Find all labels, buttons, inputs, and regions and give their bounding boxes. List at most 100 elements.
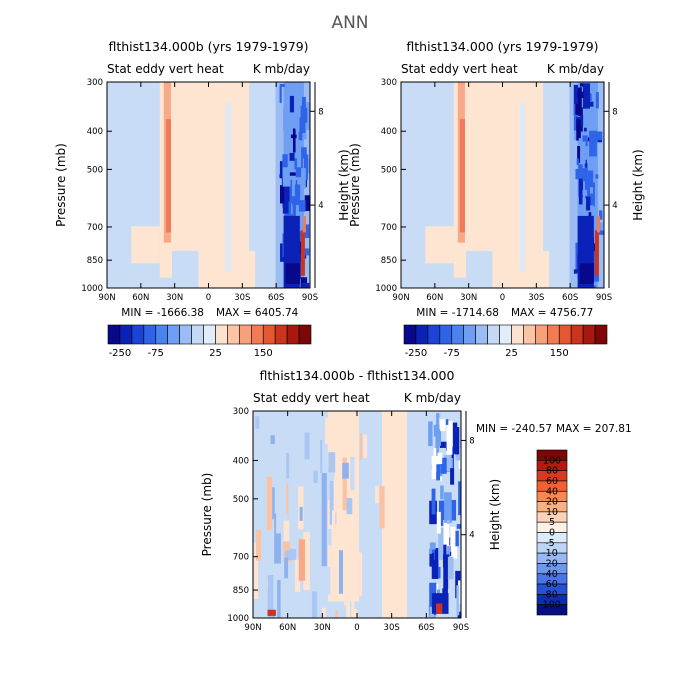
field-southern-cell <box>578 287 584 288</box>
x-tick-label: 60S <box>562 293 578 303</box>
field-southern-cell <box>429 606 434 618</box>
field-southern-cell <box>454 426 460 455</box>
colorbar-swatch <box>536 604 568 616</box>
chart-left-string: Stat eddy vert heat <box>253 391 370 405</box>
field-southern-cell <box>447 556 454 580</box>
field-southern-cell <box>304 195 310 211</box>
field-cell <box>286 483 289 541</box>
field-cell <box>352 609 358 618</box>
field-cell <box>267 609 276 616</box>
colorbar-swatch <box>167 324 180 345</box>
colorbar-swatch <box>499 324 512 345</box>
field-southern-cell <box>440 457 447 474</box>
field-positive-region <box>381 411 407 618</box>
x-tick-label: 60N <box>279 623 296 633</box>
y-tick-label: 500 <box>233 495 249 505</box>
colorbar-swatch <box>262 324 276 345</box>
field-southern-cell <box>428 548 432 554</box>
field-southern-cell <box>279 185 285 204</box>
field-southern-cell <box>576 158 579 166</box>
colorbar-swatch <box>546 324 560 345</box>
field-southern-cell <box>443 455 452 472</box>
field-southern-cell <box>445 419 449 425</box>
field-southern-cell <box>289 172 296 176</box>
colorbar-swatch <box>582 324 596 345</box>
field-cell <box>313 470 318 483</box>
field-cell <box>304 432 310 460</box>
field-cell <box>342 462 349 479</box>
field-cell <box>285 550 292 561</box>
field-strong-positive <box>165 119 171 233</box>
y-tick-label: 400 <box>381 127 397 137</box>
field-southern-cell <box>577 91 584 99</box>
field-cell <box>289 549 297 561</box>
y-tick-label: 850 <box>381 256 397 266</box>
field-southern-cell <box>578 168 587 182</box>
field-southern-cell <box>587 170 594 193</box>
field-southern-cell <box>438 527 444 560</box>
field-southern-cell <box>580 141 586 164</box>
field-cell <box>325 417 331 445</box>
field-southern-cell <box>436 603 443 614</box>
field-southern-cell <box>442 588 446 595</box>
y-axis-label: Pressure (mb) <box>348 143 362 227</box>
field-southern-cell <box>598 230 604 235</box>
field-southern-cell <box>433 448 437 470</box>
y-tick-label: 400 <box>233 456 249 466</box>
colorbar-label: -60 <box>542 579 558 590</box>
field-cell <box>328 528 332 546</box>
colorbar: -250 -75 25 150 <box>403 324 608 359</box>
field-southern-cell <box>591 271 599 282</box>
chart-left-string: Stat eddy vert heat <box>107 62 224 76</box>
x-tick-label: 30S <box>528 293 544 303</box>
field-cell <box>321 607 326 618</box>
field-cell <box>284 557 289 579</box>
x-tick-label: 90S <box>596 293 612 303</box>
field-southern-cell <box>298 200 306 212</box>
y-tick-label: 850 <box>233 586 249 596</box>
chart-panel-3: flthist134.000b - flthist134.000 Stat edd… <box>200 368 632 633</box>
field-southern-cell <box>596 215 600 233</box>
colorbar-swatch <box>403 324 417 345</box>
field-southern-cell <box>282 194 289 214</box>
field-cell <box>320 440 323 474</box>
chart-right-string: K mb/day <box>253 62 310 76</box>
colorbar-label: 40 <box>546 486 558 497</box>
y2-tick-label: 8 <box>318 107 323 117</box>
y-tick-label: 1000 <box>375 284 397 294</box>
colorbar-label: 80 <box>546 466 558 477</box>
colorbar-swatch <box>203 324 216 345</box>
field-southern-cell <box>580 189 588 196</box>
field-southern-cell <box>289 152 295 161</box>
field-layer <box>401 82 604 288</box>
field-southern-cell <box>285 263 300 284</box>
field-cell <box>338 550 344 594</box>
y-tick-label: 400 <box>87 127 103 137</box>
field-southern-cell <box>440 419 446 432</box>
field-cell <box>286 452 290 479</box>
max-label: MAX = 4756.77 <box>511 307 593 319</box>
field-southern-cell <box>456 585 460 616</box>
colorbar-swatch <box>427 324 441 345</box>
y2-tick-label: 4 <box>318 201 323 211</box>
y2-axis-label: Height (km) <box>488 479 502 550</box>
field-southern-cell <box>580 83 584 87</box>
field-southern-cell <box>437 428 442 446</box>
chart-title: flthist134.000 (yrs 1979-1979) <box>406 39 598 54</box>
colorbar-label: 60 <box>546 476 558 487</box>
field-southern-cell <box>576 89 582 115</box>
field-cell <box>274 513 281 564</box>
field-cell <box>299 506 303 521</box>
field-southern-cell <box>300 84 304 102</box>
y-tick-label: 500 <box>381 165 397 175</box>
y-tick-label: 300 <box>233 407 249 417</box>
x-tick-label: 30N <box>314 623 331 633</box>
field-cell <box>266 476 273 531</box>
field-cell <box>329 481 337 525</box>
field-southern-cell <box>590 187 594 194</box>
field-southern-cell <box>458 481 461 516</box>
x-tick-label: 90N <box>244 623 261 633</box>
colorbar-swatch <box>535 324 548 345</box>
field-cell <box>303 532 310 591</box>
field-cell <box>350 456 355 491</box>
